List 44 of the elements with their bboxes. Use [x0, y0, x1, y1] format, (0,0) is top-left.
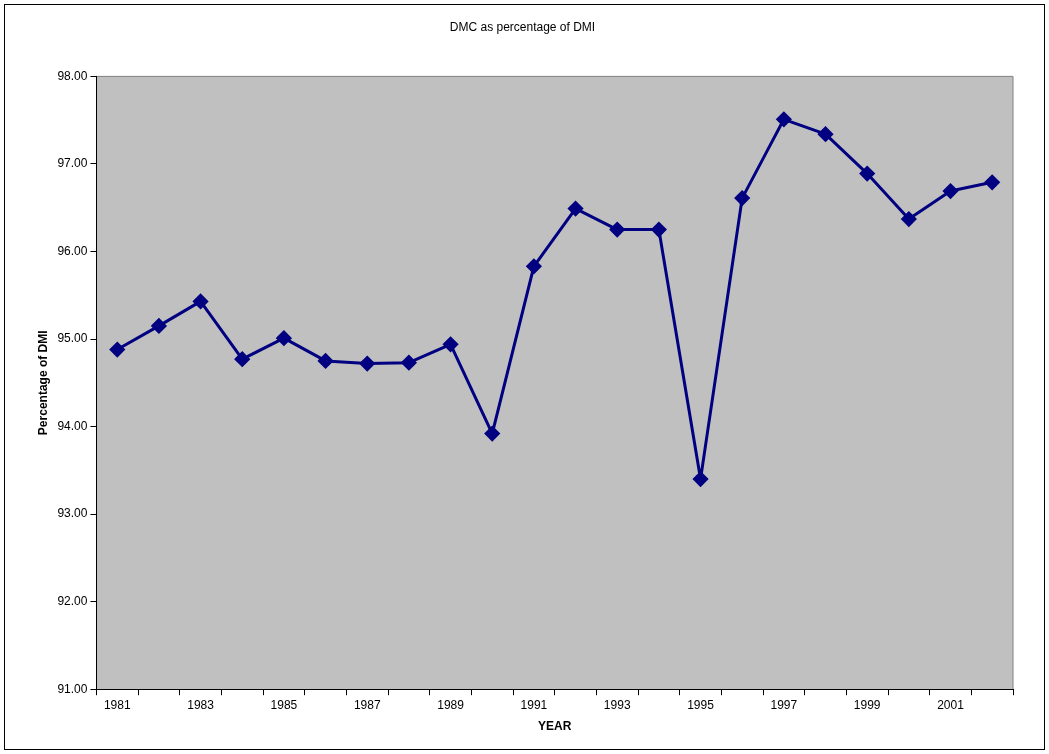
point	[109, 342, 125, 358]
y-tick-label: 91.00	[57, 681, 88, 696]
point	[276, 330, 292, 346]
point	[443, 336, 459, 352]
y-tick-label: 94.00	[57, 418, 88, 433]
x-tick-label: 1983	[187, 697, 215, 712]
point	[359, 356, 375, 372]
x-tick-label: 1991	[520, 697, 548, 712]
x-tick-label: 1995	[687, 697, 715, 712]
y-tick-label: 96.00	[57, 243, 88, 258]
x-tick-label: 1997	[770, 697, 798, 712]
point	[943, 183, 959, 199]
x-tick-label: 1985	[270, 697, 298, 712]
point	[151, 318, 167, 334]
point	[401, 355, 417, 371]
point	[234, 351, 250, 367]
point	[693, 471, 709, 487]
point	[568, 201, 584, 217]
point	[734, 190, 750, 206]
point	[901, 211, 917, 227]
point	[818, 126, 834, 142]
y-axis-title: Percentage of DMI	[35, 330, 50, 436]
point	[484, 426, 500, 442]
x-tick-label: 1987	[353, 697, 381, 712]
x-tick-label: 2001	[937, 697, 965, 712]
point	[859, 166, 875, 182]
point	[526, 258, 542, 274]
chart-title: DMC as percentage of DMI	[449, 19, 596, 34]
x-tick-label: 1989	[437, 697, 465, 712]
y-tick-label: 93.00	[57, 506, 88, 521]
point	[651, 222, 667, 238]
x-axis-title: YEAR	[538, 719, 572, 734]
x-tick-label: 1999	[853, 697, 881, 712]
y-tick-label: 97.00	[57, 156, 88, 171]
point	[984, 174, 1000, 190]
x-tick-label: 1993	[603, 697, 631, 712]
point	[193, 293, 209, 309]
y-tick-label: 92.00	[57, 593, 88, 608]
y-tick-label: 95.00	[57, 331, 88, 346]
point	[318, 353, 334, 369]
point	[609, 222, 625, 238]
y-tick-label: 98.00	[57, 68, 88, 83]
point	[776, 111, 792, 127]
x-tick-label: 1981	[103, 697, 131, 712]
